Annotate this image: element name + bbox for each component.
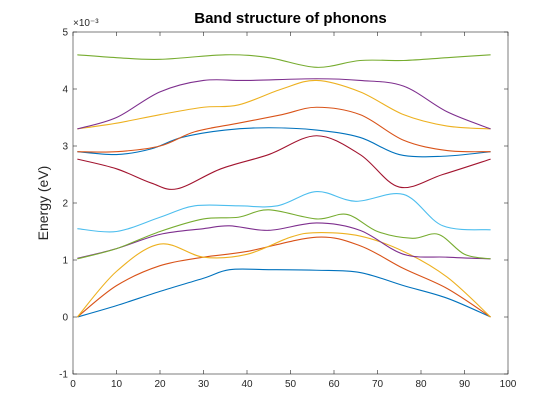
y-axis: -1 0 1 2 3 4 5 xyxy=(59,28,508,381)
x-axis: 0 10 20 30 40 50 60 70 80 90 100 xyxy=(70,32,517,390)
y-axis-exponent: ×10⁻³ xyxy=(73,18,99,29)
series-line-8 xyxy=(77,127,491,158)
plot-area xyxy=(73,32,508,374)
x-tick-label: 20 xyxy=(154,379,166,390)
x-tick-label: 70 xyxy=(372,379,384,390)
chart-title: Band structure of phonons xyxy=(194,10,387,27)
y-tick-label: 2 xyxy=(62,199,68,210)
y-tick-label: 5 xyxy=(62,28,68,39)
x-tick-label: 60 xyxy=(328,379,340,390)
x-tick-label: 10 xyxy=(111,379,123,390)
series-line-10 xyxy=(77,79,491,130)
x-tick-label: 50 xyxy=(285,379,297,390)
x-tick-label: 30 xyxy=(198,379,210,390)
series-line-12 xyxy=(77,54,491,68)
y-tick-label: 3 xyxy=(62,142,68,153)
x-tick-label: 0 xyxy=(70,379,76,390)
x-tick-label: 100 xyxy=(500,379,517,390)
y-tick-label: 0 xyxy=(62,313,68,324)
y-tick-label: 1 xyxy=(62,256,68,267)
y-tick-label: 4 xyxy=(62,85,68,96)
y-axis-label: Energy (eV) xyxy=(35,166,51,241)
series-line-3 xyxy=(76,232,491,318)
series-layer xyxy=(76,54,491,318)
series-line-11 xyxy=(77,78,491,130)
series-line-7 xyxy=(77,135,491,190)
series-line-2 xyxy=(77,236,491,318)
series-line-1 xyxy=(77,268,491,318)
x-tick-label: 40 xyxy=(241,379,253,390)
series-line-9 xyxy=(77,106,491,153)
series-line-6 xyxy=(77,191,491,233)
series-line-5 xyxy=(77,209,491,260)
y-tick-label: -1 xyxy=(59,370,68,381)
series-line-4 xyxy=(77,222,491,260)
x-tick-label: 80 xyxy=(415,379,427,390)
x-tick-label: 90 xyxy=(459,379,471,390)
